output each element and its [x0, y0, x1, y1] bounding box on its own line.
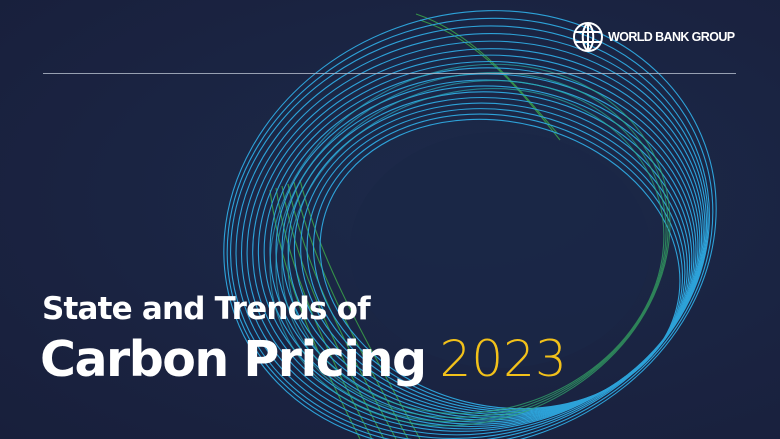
world-bank-group-logo[interactable]: WORLD BANK GROUP — [572, 21, 735, 53]
globe-icon — [573, 22, 603, 52]
report-title-main: Carbon Pricing — [40, 331, 427, 388]
report-title-line2: Carbon Pricing 2023 — [40, 330, 567, 388]
report-title-line1: State and Trends of — [42, 291, 371, 327]
report-year: 2023 — [439, 330, 567, 388]
logo-wordmark: WORLD BANK GROUP — [608, 30, 735, 44]
header-divider — [43, 73, 736, 74]
